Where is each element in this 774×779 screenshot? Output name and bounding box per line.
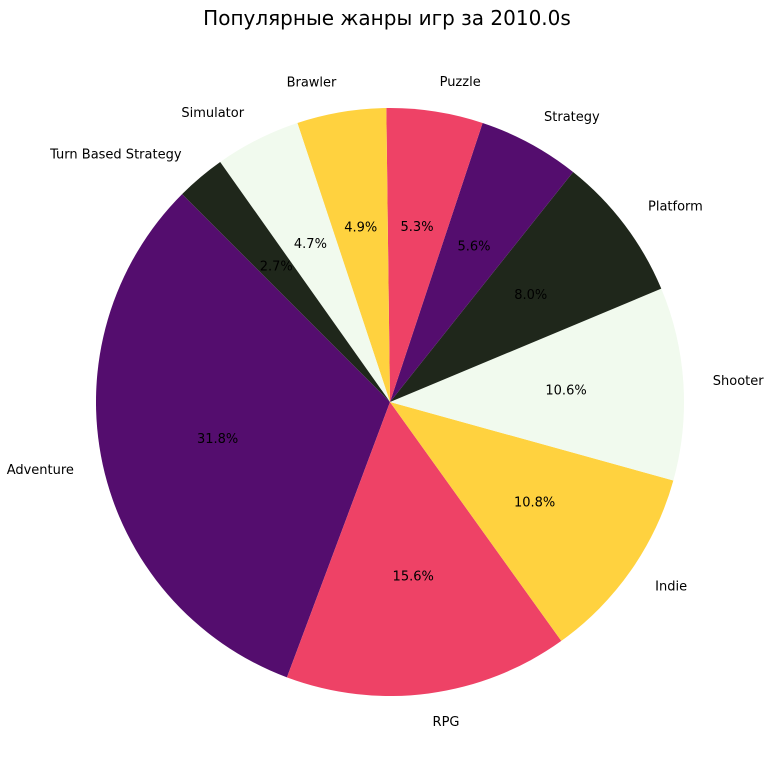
slice-label: Adventure xyxy=(7,463,74,478)
pie-slice-adventure xyxy=(95,194,390,678)
slice-label: Brawler xyxy=(287,76,337,91)
pct-label: 8.0% xyxy=(514,288,547,303)
pct-label: 10.8% xyxy=(514,495,555,510)
pie-slice-strategy xyxy=(390,122,574,402)
slice-label: Puzzle xyxy=(440,75,481,90)
pct-label: 10.6% xyxy=(545,383,586,398)
pct-label: 4.7% xyxy=(294,237,327,252)
slice-label: Indie xyxy=(655,580,687,595)
chart-title: Популярные жанры игр за 2010.0s xyxy=(203,6,571,30)
pie-labels: 31.8% Adventure 15.6% RPG 10.8% Indie 10.6% Sho… xyxy=(7,75,765,730)
pie-slice-rpg xyxy=(286,402,562,697)
pie-slice-platform xyxy=(390,171,662,402)
pct-label: 5.6% xyxy=(457,239,490,254)
slice-label: Turn Based Strategy xyxy=(49,147,182,162)
pct-label: 31.8% xyxy=(197,432,238,447)
pie-slice-puzzle xyxy=(386,107,483,402)
pie-slice-shooter xyxy=(390,288,684,481)
slice-label: Strategy xyxy=(544,110,600,125)
pie-slice-brawler xyxy=(297,108,390,403)
pie-slice-turn-based-strategy xyxy=(182,162,390,402)
slice-label: RPG xyxy=(433,715,460,730)
pie-slices xyxy=(95,107,684,697)
pie-slice-simulator xyxy=(220,122,390,402)
slice-label: Platform xyxy=(648,200,703,215)
pie-slice-indie xyxy=(390,402,674,641)
pct-label: 2.7% xyxy=(260,260,293,275)
slice-label: Shooter xyxy=(713,374,764,389)
slice-label: Simulator xyxy=(181,106,244,121)
pct-label: 5.3% xyxy=(401,220,434,235)
pct-label: 4.9% xyxy=(344,221,377,236)
pct-label: 15.6% xyxy=(393,569,434,584)
